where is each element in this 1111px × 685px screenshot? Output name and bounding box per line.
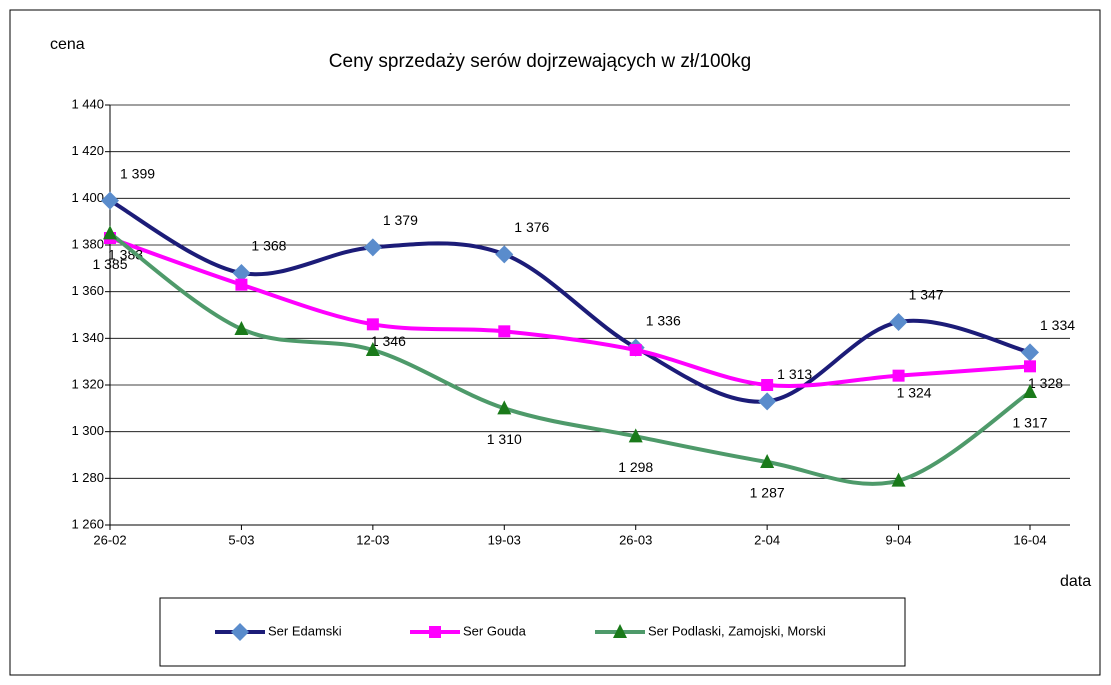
series-line [108, 231, 1032, 486]
legend-label: Ser Podlaski, Zamojski, Morski [648, 623, 826, 638]
legend-label: Ser Gouda [463, 623, 527, 638]
data-label: 1 317 [1012, 415, 1047, 431]
legend-marker [613, 624, 627, 638]
data-point [892, 369, 905, 382]
x-tick-label: 12-03 [356, 532, 389, 547]
data-label: 1 287 [750, 485, 785, 501]
data-point [760, 454, 775, 468]
data-point [235, 278, 248, 291]
data-label: 1 399 [120, 165, 155, 181]
x-tick-label: 26-03 [619, 532, 652, 547]
series-line [109, 198, 1031, 404]
series-line [109, 236, 1031, 389]
y-tick-label: 1 260 [71, 516, 104, 531]
data-point [1023, 384, 1037, 398]
data-label: 1 334 [1040, 317, 1075, 333]
data-label: 1 313 [777, 366, 812, 382]
data-label: 1 328 [1028, 375, 1063, 391]
data-label: 1 347 [909, 287, 944, 303]
chart-title: Ceny sprzedaży serów dojrzewających w zł… [329, 51, 751, 72]
y-tick-label: 1 440 [71, 96, 104, 111]
y-tick-label: 1 380 [71, 236, 104, 251]
x-tick-label: 2-04 [754, 532, 780, 547]
x-tick-label: 16-04 [1013, 532, 1046, 547]
data-point [891, 472, 906, 487]
y-tick-label: 1 420 [71, 143, 104, 158]
data-point [761, 379, 774, 391]
y-tick-label: 1 360 [71, 283, 104, 298]
x-tick-label: 5-03 [228, 532, 254, 547]
data-point [629, 344, 642, 356]
y-tick-label: 1 340 [71, 330, 104, 345]
data-point [495, 245, 514, 264]
legend-marker [231, 623, 249, 641]
data-label: 1 310 [487, 431, 522, 447]
data-point [1024, 360, 1036, 373]
data-point [365, 342, 380, 356]
y-axis-label: cena [50, 36, 85, 53]
data-label: 1 376 [514, 219, 549, 235]
legend-label: Ser Edamski [268, 623, 342, 638]
data-label: 1 379 [383, 212, 418, 228]
data-label: 1 368 [251, 238, 286, 254]
data-point [366, 318, 379, 331]
data-label: 1 346 [371, 333, 406, 349]
x-axis-label: data [1060, 573, 1091, 590]
data-point [758, 392, 777, 411]
y-tick-label: 1 280 [71, 470, 104, 485]
x-tick-label: 26-02 [93, 532, 126, 547]
x-tick-label: 19-03 [488, 532, 521, 547]
data-point [498, 325, 511, 338]
data-label: 1 336 [646, 312, 681, 328]
data-point [628, 428, 643, 443]
data-label: 1 298 [618, 459, 653, 475]
legend-box [159, 597, 906, 667]
data-label: 1 324 [897, 384, 932, 400]
data-point [889, 313, 908, 331]
legend-marker [429, 626, 441, 638]
y-tick-label: 1 320 [71, 376, 104, 391]
data-point [234, 321, 249, 335]
chart-frame [9, 9, 1101, 676]
x-tick-label: 9-04 [886, 532, 912, 547]
data-point [232, 264, 251, 282]
data-label: 1 385 [92, 256, 127, 272]
data-point [497, 400, 512, 415]
data-point [363, 238, 382, 257]
y-tick-label: 1 300 [71, 423, 104, 438]
data-point [101, 191, 119, 210]
y-tick-label: 1 400 [71, 190, 104, 205]
data-point [103, 225, 117, 240]
data-point [1021, 343, 1039, 362]
